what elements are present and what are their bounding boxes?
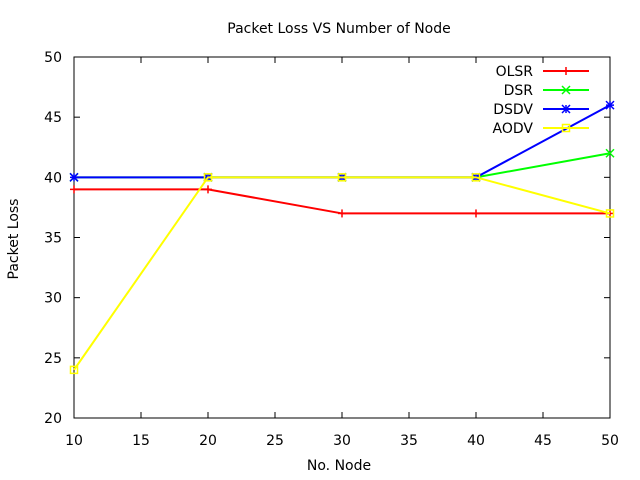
data-point-olsr [204, 185, 212, 194]
y-tick-label: 25 [44, 351, 62, 367]
y-tick-label: 30 [44, 291, 62, 307]
x-tick-label: 40 [467, 433, 485, 449]
legend-item-olsr: OLSR [496, 64, 589, 80]
data-point-aodv [337, 173, 347, 182]
data-point-dsdv [69, 172, 79, 182]
legend: OLSR DSR DSDV AODV [493, 64, 589, 137]
data-point-olsr [70, 185, 78, 194]
series-aodv [69, 173, 615, 375]
data-point-dsdv [605, 100, 615, 110]
legend-item-aodv: AODV [493, 121, 589, 137]
series-olsr [70, 185, 614, 218]
legend-item-dsdv: DSDV [493, 102, 589, 118]
x-tick-label: 35 [400, 433, 418, 449]
data-point-aodv [203, 173, 213, 182]
y-tick-label: 50 [44, 50, 62, 66]
data-point-olsr [338, 209, 346, 218]
y-tick-label: 20 [44, 411, 62, 427]
x-tick-label: 10 [65, 433, 83, 449]
chart-title: Packet Loss VS Number of Node [227, 21, 451, 37]
x-tick-label: 45 [534, 433, 552, 449]
x-tick-label: 25 [266, 433, 284, 449]
legend-item-dsr: DSR [504, 83, 589, 99]
data-point-olsr [472, 209, 480, 218]
legend-label: OLSR [496, 64, 534, 80]
x-tick-label: 20 [199, 433, 217, 449]
data-point-aodv [471, 173, 481, 182]
x-tick-label: 30 [333, 433, 351, 449]
series-layer [69, 100, 615, 375]
legend-label: AODV [493, 121, 534, 137]
data-point-dsr [605, 148, 615, 158]
data-point-aodv [605, 209, 615, 218]
y-tick-label: 35 [44, 231, 62, 247]
legend-marker [561, 123, 571, 133]
y-tick-label: 45 [44, 110, 62, 126]
data-point-aodv [69, 365, 79, 375]
y-axis-label: Packet Loss [6, 199, 22, 280]
legend-marker [561, 104, 571, 114]
legend-marker [561, 85, 571, 95]
series-line-aodv [73, 176, 611, 371]
legend-label: DSR [504, 83, 534, 99]
legend-label: DSDV [493, 102, 533, 118]
x-tick-label: 50 [601, 433, 619, 449]
y-tick-label: 40 [44, 170, 62, 186]
x-axis-label: No. Node [307, 458, 371, 474]
x-tick-label: 15 [132, 433, 150, 449]
legend-marker [562, 67, 570, 75]
axis-ticks: 10 15 20 25 30 35 40 45 50 20 25 30 35 40 45 50 [44, 50, 619, 449]
